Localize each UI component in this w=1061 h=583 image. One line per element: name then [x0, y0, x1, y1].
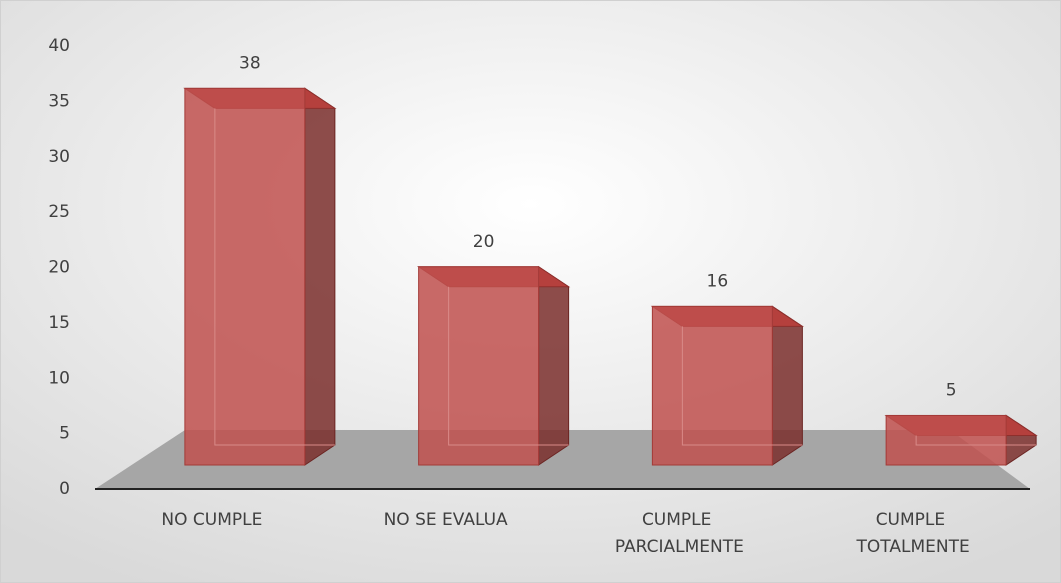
- bar-front: [184, 87, 306, 466]
- y-tick-label: 0: [59, 479, 70, 499]
- data-label: 16: [707, 271, 729, 291]
- y-tick-label: 10: [48, 368, 70, 388]
- bar: [416, 265, 571, 466]
- y-tick-label: 40: [48, 36, 70, 56]
- y-tick-label: 30: [48, 147, 70, 167]
- bar-front: [885, 414, 1007, 466]
- bar-side: [304, 87, 336, 466]
- label-line: CUMPLE: [642, 510, 717, 530]
- y-tick-label: 35: [48, 91, 70, 111]
- x-tick-label: CUMPLE TOTALMENTE: [856, 510, 970, 557]
- label-line: TOTALMENTE: [856, 537, 970, 557]
- bar: [183, 87, 337, 466]
- bar: [884, 414, 1038, 466]
- bar-side: [538, 265, 570, 466]
- y-tick-label: 5: [59, 424, 70, 444]
- x-tick-label: NO CUMPLE: [161, 510, 262, 530]
- bar-back-edge: [681, 326, 803, 446]
- bar-front: [651, 305, 773, 466]
- data-label: 38: [239, 53, 261, 73]
- y-tick-label: 20: [48, 258, 70, 278]
- bar-back-edge: [214, 108, 335, 446]
- label-line: CUMPLE: [876, 510, 951, 530]
- data-label: 5: [946, 380, 957, 400]
- x-tick-label: CUMPLE PARCIALMENTE: [615, 510, 744, 557]
- bar-side: [771, 305, 803, 466]
- bar: [650, 305, 805, 466]
- y-tick-label: 15: [48, 313, 70, 333]
- label-line: PARCIALMENTE: [615, 537, 744, 557]
- x-tick-label: NO SE EVALUA: [384, 510, 508, 530]
- bar-back-edge: [915, 435, 1037, 446]
- bar-front: [418, 266, 540, 466]
- bar-back-edge: [448, 286, 569, 446]
- data-label: 20: [473, 232, 495, 252]
- y-tick-label: 25: [48, 202, 70, 222]
